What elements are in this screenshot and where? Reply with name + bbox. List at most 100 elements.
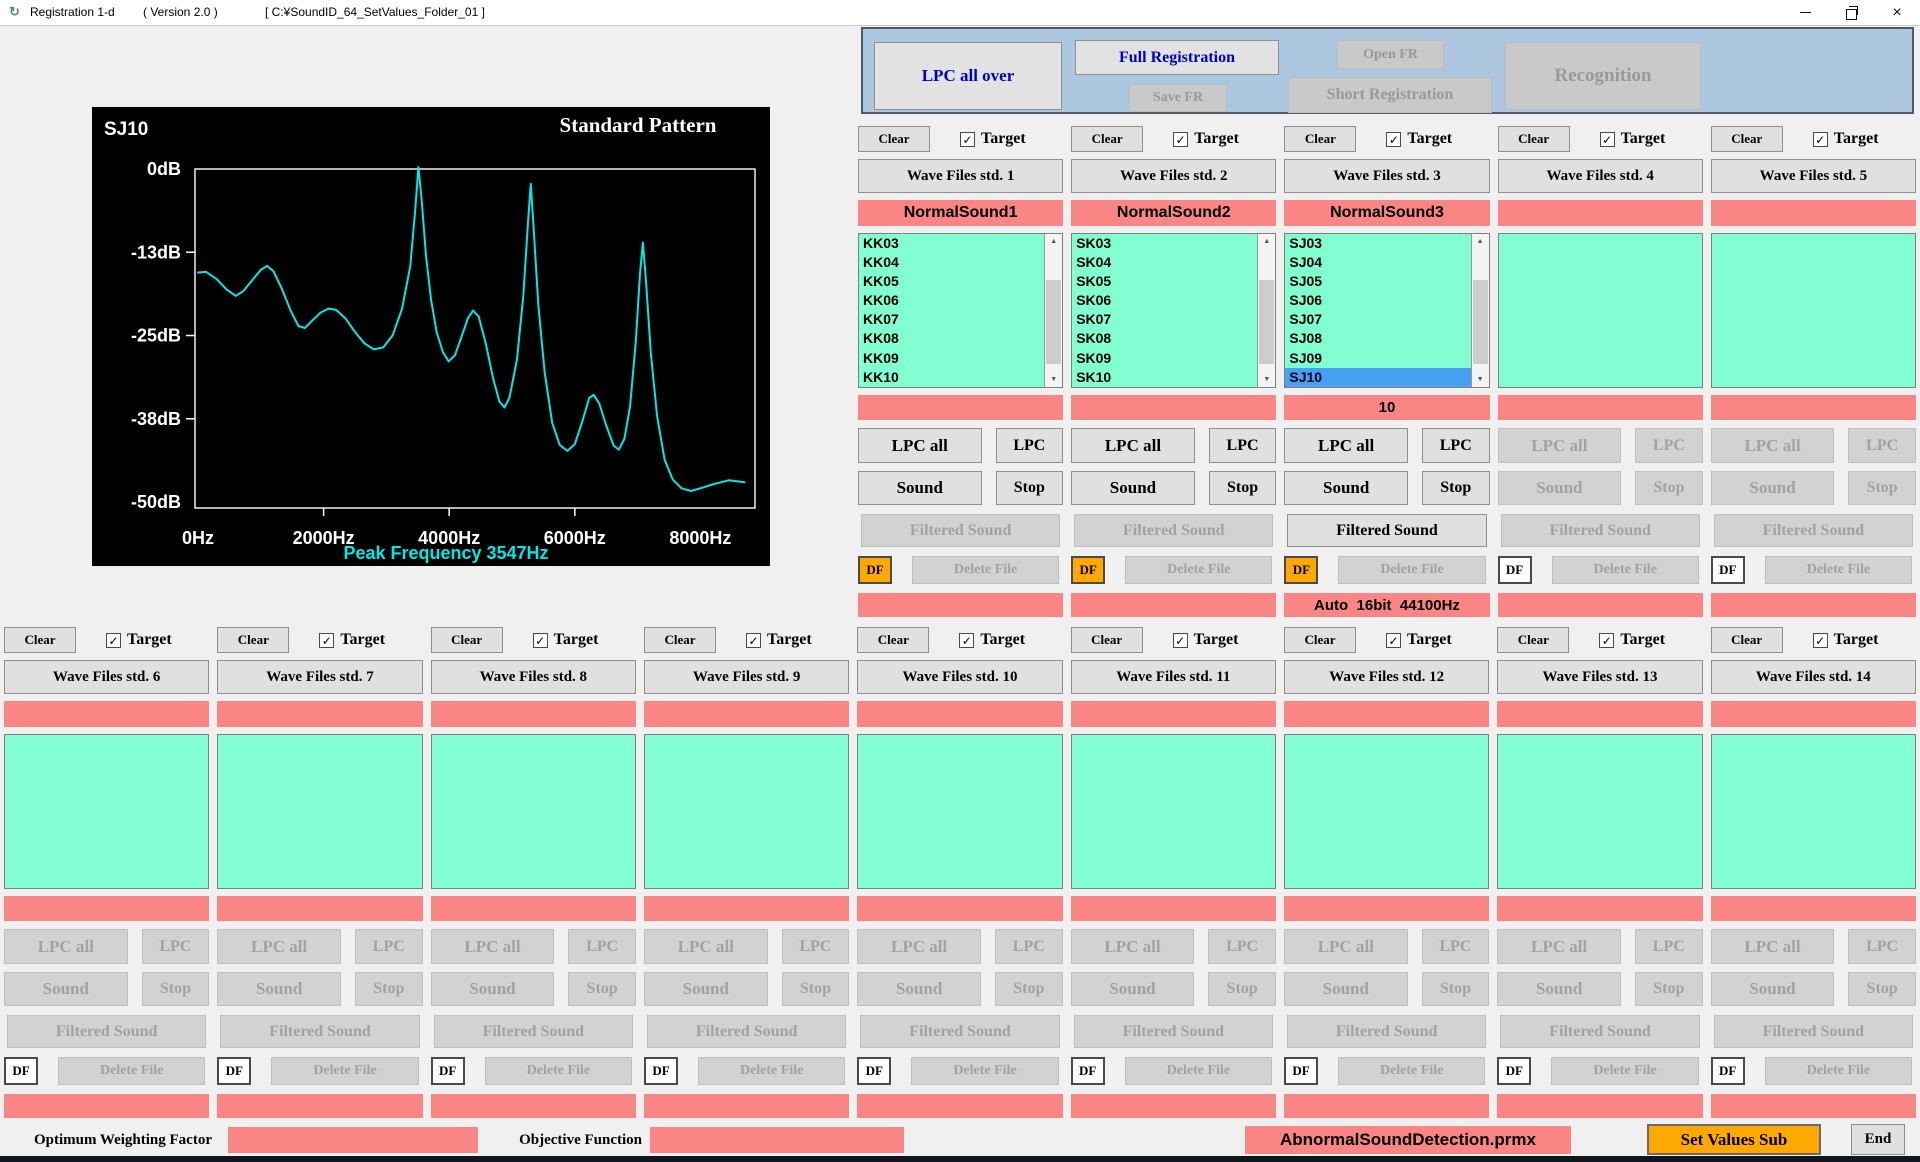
file-list-item[interactable]: SJ10 — [1285, 367, 1489, 387]
target-checkbox[interactable]: ✓ — [745, 632, 761, 648]
clear-button[interactable]: Clear — [1497, 126, 1570, 152]
lpc-all-button[interactable]: LPC all — [1283, 929, 1408, 964]
df-button[interactable]: DF — [1284, 556, 1319, 584]
clear-button[interactable]: Clear — [430, 627, 503, 653]
sound-button[interactable]: Sound — [1497, 972, 1621, 1006]
lpc-all-button[interactable]: LPC all — [4, 929, 128, 964]
sound-button[interactable]: Sound — [217, 972, 341, 1006]
df-button[interactable]: DF — [643, 1057, 678, 1085]
target-checkbox[interactable]: ✓ — [1173, 131, 1189, 147]
stop-button[interactable]: Stop — [568, 972, 636, 1006]
sound-button[interactable]: Sound — [1283, 972, 1408, 1006]
delete-file-button[interactable]: Delete File — [697, 1057, 846, 1085]
lpc-all-button[interactable]: LPC all — [217, 929, 341, 964]
clear-button[interactable]: Clear — [1497, 627, 1570, 653]
file-list-item[interactable]: KK07 — [863, 311, 899, 328]
sound-button[interactable]: Sound — [1710, 972, 1835, 1006]
clear-button[interactable]: Clear — [1283, 627, 1356, 653]
filtered-sound-button[interactable]: Filtered Sound — [861, 514, 1061, 547]
sound-button[interactable]: Sound — [858, 471, 982, 505]
target-checkbox[interactable]: ✓ — [1812, 632, 1828, 648]
lpc-button[interactable]: LPC — [994, 929, 1063, 964]
filtered-sound-button[interactable]: Filtered Sound — [220, 1015, 420, 1048]
lpc-all-button[interactable]: LPC all — [1071, 428, 1195, 463]
stop-button[interactable]: Stop — [1421, 972, 1490, 1006]
lpc-button[interactable]: LPC — [568, 929, 636, 964]
file-listbox[interactable]: ▲ ▼ — [1497, 233, 1703, 388]
lpc-all-button[interactable]: LPC all — [430, 929, 555, 964]
scroll-thumb[interactable] — [1259, 279, 1275, 365]
short-registration-button[interactable]: Short Registration — [1288, 77, 1492, 113]
df-button[interactable]: DF — [1710, 556, 1745, 584]
file-list-item[interactable]: SK07 — [1076, 311, 1112, 328]
file-listbox[interactable]: KK03 KK04 KK05 KK06 KK07 KK08 KK09 KK10 ▲ ▼ — [858, 233, 1064, 388]
df-button[interactable]: DF — [4, 1057, 38, 1085]
file-listbox[interactable]: SJ03 SJ04 SJ05 SJ06 SJ07 SJ08 SJ09 SJ10 ▲ ▼ — [1284, 233, 1490, 388]
file-list-item[interactable]: KK04 — [863, 254, 899, 271]
clear-button[interactable]: Clear — [4, 627, 76, 653]
df-button[interactable]: DF — [430, 1057, 465, 1085]
wave-files-std-button[interactable]: Wave Files std. 14 — [1710, 660, 1916, 694]
file-listbox[interactable]: ▲ ▼ — [1070, 734, 1276, 889]
set-values-sub-button[interactable]: Set Values Sub — [1647, 1124, 1821, 1155]
stop-button[interactable]: Stop — [1848, 471, 1916, 505]
file-list-item[interactable]: SK06 — [1076, 292, 1112, 309]
scrollbar[interactable]: ▲ ▼ — [1470, 234, 1489, 387]
sound-button[interactable]: Sound — [430, 972, 555, 1006]
delete-file-button[interactable]: Delete File — [1764, 556, 1912, 584]
clear-button[interactable]: Clear — [1284, 126, 1357, 152]
wave-files-std-button[interactable]: Wave Files std. 11 — [1070, 660, 1276, 694]
clear-button[interactable]: Clear — [1710, 627, 1783, 653]
filtered-sound-button[interactable]: Filtered Sound — [1500, 514, 1700, 547]
lpc-all-button[interactable]: LPC all — [1497, 929, 1621, 964]
lpc-all-button[interactable]: LPC all — [1710, 428, 1835, 463]
end-button[interactable]: End — [1851, 1124, 1905, 1155]
lpc-button[interactable]: LPC — [1421, 929, 1490, 964]
target-checkbox[interactable]: ✓ — [960, 131, 975, 147]
sound-button[interactable]: Sound — [4, 972, 128, 1006]
df-button[interactable]: DF — [217, 1057, 252, 1085]
wave-files-std-button[interactable]: Wave Files std. 7 — [217, 660, 423, 694]
wave-files-std-button[interactable]: Wave Files std. 8 — [430, 660, 636, 694]
file-list-item[interactable]: SJ07 — [1289, 311, 1323, 328]
scroll-thumb[interactable] — [1046, 279, 1062, 365]
recognition-button[interactable]: Recognition — [1505, 42, 1701, 110]
scroll-down-icon[interactable]: ▼ — [1476, 376, 1484, 383]
lpc-button[interactable]: LPC — [1848, 929, 1916, 964]
file-list-item[interactable]: KK10 — [863, 368, 899, 385]
df-button[interactable]: DF — [1070, 1057, 1105, 1085]
clear-button[interactable]: Clear — [643, 627, 716, 653]
target-checkbox[interactable]: ✓ — [1812, 131, 1828, 147]
target-checkbox[interactable]: ✓ — [1599, 131, 1615, 147]
delete-file-button[interactable]: Delete File — [1764, 1057, 1912, 1085]
file-list-item[interactable]: KK08 — [863, 330, 899, 347]
stop-button[interactable]: Stop — [994, 972, 1063, 1006]
lpc-all-button[interactable]: LPC all — [1070, 929, 1195, 964]
wave-files-std-button[interactable]: Wave Files std. 3 — [1284, 159, 1490, 193]
filtered-sound-button[interactable]: Filtered Sound — [1713, 514, 1913, 547]
file-list-item[interactable]: KK09 — [863, 349, 899, 366]
file-list-item[interactable]: SK09 — [1076, 349, 1112, 366]
delete-file-button[interactable]: Delete File — [1551, 1057, 1699, 1085]
lpc-all-button[interactable]: LPC all — [857, 929, 981, 964]
target-checkbox[interactable]: ✓ — [1386, 131, 1402, 147]
file-listbox[interactable]: ▲ ▼ — [1710, 233, 1916, 388]
clear-button[interactable]: Clear — [1710, 126, 1783, 152]
delete-file-button[interactable]: Delete File — [1124, 1057, 1272, 1085]
stop-button[interactable]: Stop — [1208, 471, 1277, 505]
lpc-all-over-button[interactable]: LPC all over — [874, 42, 1062, 110]
target-checkbox[interactable]: ✓ — [106, 632, 121, 648]
scroll-up-icon[interactable]: ▲ — [1263, 238, 1271, 245]
delete-file-button[interactable]: Delete File — [1551, 556, 1699, 584]
lpc-button[interactable]: LPC — [1208, 428, 1277, 463]
file-list-item[interactable]: SJ09 — [1289, 349, 1323, 366]
scroll-down-icon[interactable]: ▼ — [1050, 376, 1058, 383]
file-list-item[interactable]: KK05 — [863, 273, 899, 290]
file-list-item[interactable]: SJ06 — [1289, 292, 1323, 309]
stop-button[interactable]: Stop — [1635, 471, 1703, 505]
scrollbar[interactable]: ▲ ▼ — [1257, 234, 1276, 387]
lpc-all-button[interactable]: LPC all — [1497, 428, 1622, 463]
file-list-item[interactable]: SJ08 — [1289, 330, 1323, 347]
lpc-all-button[interactable]: LPC all — [858, 428, 982, 463]
stop-button[interactable]: Stop — [995, 471, 1064, 505]
